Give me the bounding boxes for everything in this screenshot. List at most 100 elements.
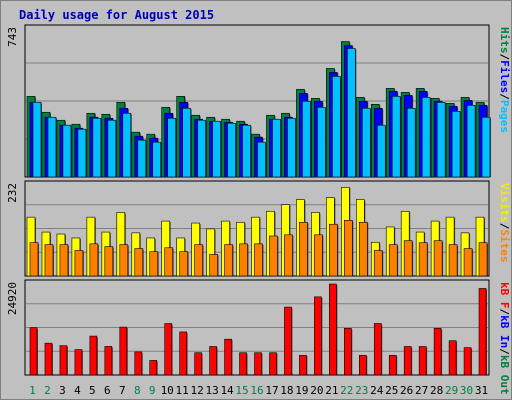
- x-tick-label: 6: [104, 384, 111, 397]
- bar-pages-day-31: [481, 116, 491, 178]
- bar-kb-f-day-3: [59, 345, 68, 376]
- bar-pages-day-4: [77, 128, 87, 178]
- x-tick-label: 17: [265, 384, 278, 397]
- bar-sites-day-29: [448, 244, 458, 277]
- legend-entry: kB F: [498, 282, 511, 309]
- bar-kb-f-day-7: [119, 326, 128, 376]
- bar-kb-f-day-8: [134, 351, 143, 376]
- bar-sites-day-10: [164, 247, 174, 277]
- legend-entry: /: [498, 223, 511, 230]
- bar-sites-day-24: [373, 250, 383, 277]
- x-tick-label: 2: [44, 384, 51, 397]
- bar-sites-day-31: [478, 242, 488, 277]
- bar-kb-f-day-13: [209, 346, 217, 376]
- bar-kb-f-day-18: [284, 306, 292, 376]
- bar-kb-f-day-9: [149, 360, 158, 376]
- bar-sites-day-3: [59, 244, 69, 277]
- bar-kb-f-day-17: [269, 352, 277, 376]
- x-tick-label: 23: [355, 384, 368, 397]
- bar-pages-day-1: [32, 102, 42, 178]
- bar-kb-f-day-24: [373, 323, 382, 376]
- bar-kb-f-day-1: [29, 327, 38, 376]
- bar-pages-day-6: [107, 119, 117, 178]
- x-tick-label: 20: [310, 384, 323, 397]
- bar-pages-day-16: [257, 141, 266, 178]
- bar-sites-day-25: [388, 244, 398, 277]
- x-tick-label: 29: [445, 384, 458, 397]
- bar-kb-f-day-6: [104, 346, 113, 376]
- bar-kb-f-day-25: [388, 354, 397, 376]
- bar-pages-day-10: [167, 117, 177, 178]
- chart-title: Daily usage for August 2015: [19, 8, 215, 22]
- max-label-visits-sites: 232: [6, 183, 19, 203]
- legend-entry: kB In: [498, 315, 511, 348]
- bar-sites-day-22: [344, 220, 353, 277]
- legend-entry: /: [498, 309, 511, 316]
- x-tick-label: 8: [134, 384, 141, 397]
- x-tick-label: 19: [295, 384, 308, 397]
- bar-kb-f-day-16: [254, 352, 262, 376]
- bar-kb-f-day-30: [463, 347, 472, 376]
- bar-sites-day-23: [358, 221, 368, 277]
- bar-pages-day-12: [197, 119, 206, 178]
- bar-kb-f-day-14: [224, 338, 232, 376]
- legend-kbytes: kB F/kB In/kB Out: [498, 282, 511, 395]
- x-tick-label: 5: [89, 384, 96, 397]
- x-tick-label: 4: [74, 384, 81, 397]
- x-tick-label: 16: [250, 384, 263, 397]
- bar-pages-day-28: [436, 102, 446, 178]
- bar-sites-day-27: [418, 242, 428, 277]
- x-tick-label: 27: [415, 384, 428, 397]
- bar-pages-day-13: [212, 120, 221, 178]
- bar-pages-day-9: [152, 141, 162, 178]
- bar-kb-f-day-5: [89, 335, 98, 376]
- bar-pages-day-21: [332, 76, 341, 178]
- bar-kb-f-day-26: [403, 346, 412, 376]
- bar-pages-day-11: [182, 107, 191, 178]
- bar-sites-day-1: [29, 242, 39, 277]
- bar-kb-f-day-20: [314, 296, 322, 376]
- x-tick-label: 25: [385, 384, 398, 397]
- bar-pages-day-18: [287, 117, 296, 178]
- bar-kb-f-day-2: [44, 342, 53, 376]
- legend-entry: Hits: [498, 27, 511, 54]
- x-tick-label: 15: [235, 384, 248, 397]
- bar-kb-f-day-23: [358, 354, 367, 376]
- bar-kb-f-day-21: [329, 283, 337, 376]
- bar-pages-day-27: [421, 97, 431, 178]
- x-tick-label: 3: [59, 384, 66, 397]
- bar-pages-day-29: [451, 110, 461, 178]
- bar-sites-day-20: [314, 234, 323, 277]
- bar-pages-day-5: [92, 117, 102, 178]
- bar-kb-f-day-27: [418, 346, 427, 376]
- bar-pages-day-2: [47, 116, 57, 178]
- bar-sites-day-14: [224, 244, 233, 277]
- bar-sites-day-19: [299, 221, 308, 277]
- bar-sites-day-7: [119, 244, 129, 277]
- bar-sites-day-28: [433, 240, 443, 277]
- bar-kb-f-day-12: [194, 352, 202, 376]
- x-tick-label: 28: [430, 384, 443, 397]
- bar-pages-day-19: [302, 101, 311, 178]
- x-tick-label: 26: [400, 384, 413, 397]
- bar-kb-f-day-10: [164, 323, 173, 376]
- bar-pages-day-8: [137, 139, 147, 178]
- bar-kb-f-day-22: [344, 328, 352, 376]
- x-tick-label: 18: [280, 384, 293, 397]
- bar-sites-day-21: [329, 223, 338, 277]
- x-tick-label: 7: [119, 384, 126, 397]
- bar-sites-day-12: [194, 244, 203, 277]
- bar-sites-day-18: [284, 234, 293, 277]
- bar-sites-day-5: [89, 243, 99, 277]
- legend-entry: Sites: [498, 229, 511, 262]
- bar-pages-day-20: [317, 106, 326, 178]
- bar-sites-day-4: [74, 250, 84, 277]
- x-tick-label: 14: [220, 384, 234, 397]
- bar-sites-day-15: [239, 243, 248, 277]
- bar-pages-day-25: [391, 96, 401, 178]
- bar-kb-f-day-28: [433, 328, 442, 376]
- bar-pages-day-17: [272, 118, 281, 178]
- x-tick-label: 9: [149, 384, 156, 397]
- bar-sites-day-9: [149, 251, 159, 277]
- x-tick-label: 31: [475, 384, 488, 397]
